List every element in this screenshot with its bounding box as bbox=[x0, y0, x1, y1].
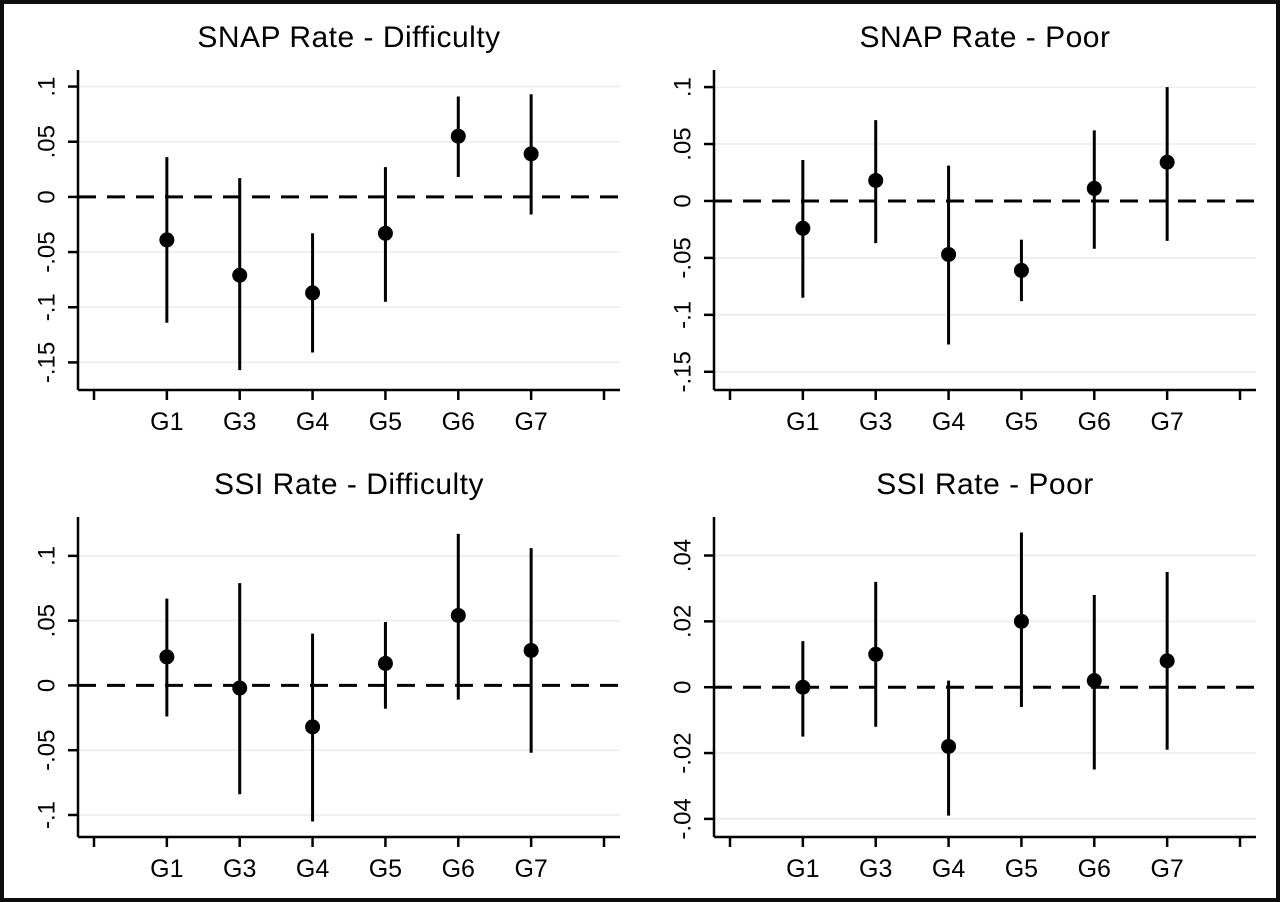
y-tick-label: -.1 bbox=[669, 301, 696, 329]
x-tick-label: G3 bbox=[223, 855, 256, 883]
y-tick-label: .1 bbox=[33, 77, 60, 97]
point-estimate-G6 bbox=[1086, 180, 1102, 196]
x-tick-label: G4 bbox=[296, 408, 329, 436]
y-tick-label: -.15 bbox=[669, 351, 696, 392]
x-tick-label: G1 bbox=[786, 408, 819, 436]
point-estimate-G1 bbox=[795, 679, 811, 695]
chart-title-ssi-poor: SSI Rate - Poor bbox=[876, 468, 1094, 501]
x-tick-label: G5 bbox=[1005, 855, 1038, 883]
y-tick-label: -.04 bbox=[669, 798, 696, 839]
point-estimate-G7 bbox=[523, 146, 539, 162]
y-tick-label: -.02 bbox=[669, 732, 696, 773]
chart-ssi-rate-poor: .04 .02 0 -.02 -.04 G1 G3 G4 G5 G6 G7 bbox=[669, 517, 1256, 883]
y-tick-label: .05 bbox=[669, 127, 696, 160]
x-tick-label: G5 bbox=[369, 408, 402, 436]
y-tick-label: -.1 bbox=[33, 293, 60, 321]
chart-title-snap-poor: SNAP Rate - Poor bbox=[859, 21, 1111, 54]
point-estimate-G7 bbox=[1159, 154, 1175, 170]
x-tick-label: G5 bbox=[369, 855, 402, 883]
x-tick-label: G6 bbox=[442, 408, 475, 436]
x-tick-label: G7 bbox=[514, 855, 547, 883]
point-estimate-G5 bbox=[377, 225, 393, 241]
point-estimate-G4 bbox=[305, 719, 321, 735]
point-estimate-G7 bbox=[1159, 653, 1175, 669]
point-estimate-G3 bbox=[232, 267, 248, 283]
x-tick-label: G4 bbox=[932, 855, 965, 883]
y-tick-label: -.05 bbox=[669, 237, 696, 278]
point-estimate-G3 bbox=[232, 680, 248, 696]
chart-snap-rate-difficulty: .1 .05 0 -.05 -.1 -.15 G1 G3 G4 G5 G6 G7 bbox=[33, 70, 620, 436]
y-tick-label: .1 bbox=[33, 546, 60, 566]
y-tick-label: -.05 bbox=[33, 231, 60, 272]
point-estimate-G3 bbox=[868, 172, 884, 188]
panel-ssi-rate-difficulty: SSI Rate - Difficulty .1 .05 0 -.05 -.1 G1 G3 G… bbox=[4, 451, 640, 898]
x-tick-label: G1 bbox=[150, 408, 183, 436]
y-tick-label: 0 bbox=[33, 190, 60, 203]
x-tick-label: G3 bbox=[859, 855, 892, 883]
x-tick-label: G4 bbox=[296, 855, 329, 883]
point-estimate-G1 bbox=[159, 649, 175, 665]
point-estimate-G6 bbox=[450, 607, 466, 623]
panel-snap-rate-difficulty: SNAP Rate - Difficulty .1 .05 0 -.05 -.1 -.15… bbox=[4, 4, 640, 451]
point-estimate-G6 bbox=[450, 128, 466, 144]
x-tick-label: G6 bbox=[1078, 855, 1111, 883]
point-estimate-G5 bbox=[1013, 262, 1029, 278]
panel-snap-rate-poor: SNAP Rate - Poor .1 .05 0 -.05 -.1 -.15 G1 G3 G4… bbox=[640, 4, 1276, 451]
x-tick-label: G4 bbox=[932, 408, 965, 436]
y-tick-label: .1 bbox=[669, 77, 696, 97]
point-estimate-G5 bbox=[1013, 613, 1029, 629]
y-tick-label: -.1 bbox=[33, 801, 60, 829]
point-estimate-G1 bbox=[795, 220, 811, 236]
chart-ssi-rate-difficulty: .1 .05 0 -.05 -.1 G1 G3 G4 G5 G6 G7 bbox=[33, 517, 620, 883]
y-tick-label: 0 bbox=[669, 194, 696, 207]
y-tick-label: -.05 bbox=[33, 730, 60, 771]
point-estimate-G4 bbox=[305, 285, 321, 301]
panel-ssi-rate-poor: SSI Rate - Poor .04 .02 0 -.02 -.04 G1 G3 G4 G5 G… bbox=[640, 451, 1276, 898]
y-tick-label: .04 bbox=[669, 539, 696, 572]
y-tick-label: .05 bbox=[33, 125, 60, 158]
x-tick-label: G7 bbox=[514, 408, 547, 436]
chart-title-snap-difficulty: SNAP Rate - Difficulty bbox=[197, 21, 501, 54]
x-tick-label: G1 bbox=[786, 855, 819, 883]
x-tick-label: G6 bbox=[442, 855, 475, 883]
x-tick-label: G5 bbox=[1005, 408, 1038, 436]
x-tick-label: G3 bbox=[223, 408, 256, 436]
x-tick-label: G7 bbox=[1150, 408, 1183, 436]
point-estimate-G1 bbox=[159, 232, 175, 248]
point-estimate-G7 bbox=[523, 642, 539, 658]
y-tick-label: 0 bbox=[669, 681, 696, 694]
x-tick-label: G6 bbox=[1078, 408, 1111, 436]
chart-snap-rate-poor: .1 .05 0 -.05 -.1 -.15 G1 G3 G4 G5 G6 G7 bbox=[669, 70, 1256, 436]
chart-title-ssi-difficulty: SSI Rate - Difficulty bbox=[213, 468, 485, 501]
point-estimate-G4 bbox=[941, 738, 957, 754]
x-tick-label: G1 bbox=[150, 855, 183, 883]
x-tick-label: G3 bbox=[859, 408, 892, 436]
point-estimate-G3 bbox=[868, 646, 884, 662]
point-estimate-G4 bbox=[941, 246, 957, 262]
point-estimate-G5 bbox=[377, 655, 393, 671]
point-estimate-G6 bbox=[1086, 673, 1102, 689]
x-tick-label: G7 bbox=[1150, 855, 1183, 883]
y-tick-label: 0 bbox=[33, 679, 60, 692]
y-tick-label: -.15 bbox=[33, 342, 60, 383]
y-tick-label: .05 bbox=[33, 604, 60, 637]
y-tick-label: .02 bbox=[669, 605, 696, 638]
